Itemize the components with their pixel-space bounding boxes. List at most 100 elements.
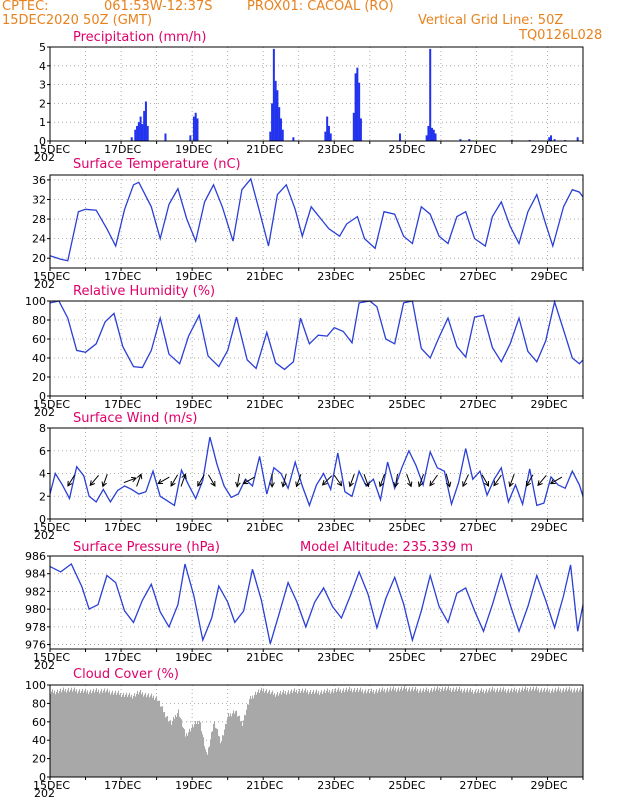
y-tick-label: 20 (32, 753, 46, 766)
cloud-bar (470, 688, 472, 777)
precip-bar (164, 133, 167, 141)
cloud-bar (200, 722, 202, 777)
x-tick-label: 17DEC (104, 143, 141, 156)
y-tick-label: 986 (25, 550, 46, 563)
cloud-bar (342, 690, 344, 777)
cloud-bar (382, 687, 384, 777)
y-tick-label: 0 (39, 135, 46, 148)
cloud-bar (339, 691, 341, 777)
wind-vector-head (493, 480, 499, 487)
cloud-bar (181, 719, 183, 777)
wind-vector (136, 474, 142, 487)
precip-bar (553, 139, 556, 141)
cloud-bar (119, 694, 121, 777)
cloud-bar (126, 692, 128, 777)
x-tick-label: 23DEC (317, 651, 354, 664)
cloud-bar (506, 692, 508, 777)
cloud-bar (546, 689, 548, 777)
precip-bar (399, 133, 402, 141)
cloud-bar (218, 735, 220, 777)
wind-vector-head (181, 473, 187, 480)
wind-vector (550, 476, 563, 485)
cloud-bar (166, 716, 168, 777)
cloud-bar (136, 693, 138, 777)
cloud-bar (421, 692, 423, 777)
cloud-bar (100, 691, 102, 777)
cloud-bar (434, 687, 436, 777)
cloud-bar (240, 721, 242, 777)
wind-vector-head (131, 476, 138, 483)
cloud-bar (554, 690, 556, 777)
cloud-bar (404, 685, 406, 777)
cloud-bar (52, 689, 54, 777)
cloud-bar (375, 691, 377, 777)
cloud-bar (448, 686, 450, 777)
x-tick-label: 15DEC (33, 270, 70, 283)
cloud-bar (274, 693, 276, 777)
cloud-bar (343, 688, 345, 777)
cloud-bar (78, 691, 80, 777)
cloud-bar (504, 691, 506, 777)
header-model: TQ0126L028 (519, 28, 603, 43)
cloud-bar (473, 693, 475, 777)
cloud-bar (467, 688, 469, 777)
cloud-bar (83, 692, 85, 777)
y-tick-label: 976 (25, 639, 46, 652)
cloud-bar (454, 691, 456, 777)
x-tick-label: 23DEC (317, 779, 354, 792)
x-year-label: 202 (34, 278, 55, 291)
cloud-bar (264, 692, 266, 777)
cloud-bar (352, 692, 354, 777)
cloud-bar (486, 688, 488, 777)
cloud-bar (287, 692, 289, 777)
cloud-bar (487, 692, 489, 777)
y-tick-label: 20 (32, 252, 46, 265)
wind-vector (102, 474, 108, 487)
wind-vector (123, 477, 137, 484)
cloud-bar (515, 691, 517, 777)
cloud-bar (475, 689, 477, 777)
precip-bar (272, 48, 275, 141)
x-tick-label: 21DEC (246, 521, 283, 534)
cloud-bar (338, 687, 340, 777)
cloud-bar (403, 688, 405, 777)
cloud-bar (357, 687, 359, 777)
cloud-bar (275, 696, 277, 777)
cloud-bar (164, 711, 166, 777)
cloud-bar (242, 725, 244, 777)
cloud-bar (259, 692, 261, 777)
precip-bar (139, 116, 142, 141)
wind-vector (349, 474, 355, 487)
cloud-bar (478, 689, 480, 777)
x-tick-label: 21DEC (246, 270, 283, 283)
cloud-bar (574, 688, 576, 777)
cloud-bar (270, 694, 272, 777)
cloud-bar (327, 688, 329, 777)
cloud-bar (295, 692, 297, 777)
cloud-bar (555, 687, 557, 777)
x-tick-label: 17DEC (104, 270, 141, 283)
precip-bar (425, 135, 428, 141)
cloud-bar (160, 706, 162, 777)
cloud-bar (325, 693, 327, 777)
cloud-bar (340, 689, 342, 777)
cloud-bar (453, 687, 455, 777)
x-tick-label: 23DEC (317, 270, 354, 283)
cloud-bar (424, 692, 426, 777)
cloud-bar (525, 686, 527, 777)
x-tick-label: 29DEC (530, 779, 567, 792)
cloud-bar (86, 692, 88, 777)
cloud-bar (102, 692, 104, 777)
wind-vector (394, 473, 399, 487)
series-line (49, 299, 584, 371)
x-tick-label: 17DEC (104, 651, 141, 664)
cloud-bar (324, 689, 326, 777)
cloud-bar (441, 689, 443, 777)
cloud-bar (542, 692, 544, 777)
cloud-bar (447, 688, 449, 777)
cloud-bar (579, 689, 581, 777)
cloud-bar (247, 704, 249, 777)
cloud-bar (289, 693, 291, 777)
cloud-bar (263, 688, 265, 777)
cloud-bar (223, 735, 225, 777)
